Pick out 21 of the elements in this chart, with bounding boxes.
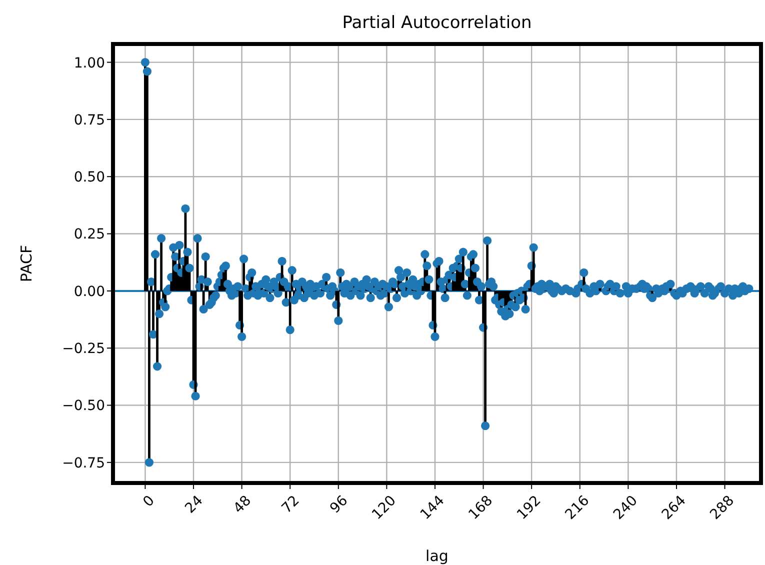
y-tick-label: −0.75 — [62, 455, 105, 472]
y-tick-label: −0.50 — [62, 398, 105, 414]
y-tick-label: 0.75 — [74, 112, 105, 128]
y-tick-label: 0.00 — [74, 284, 105, 300]
x-tick-label: 48 — [230, 492, 255, 517]
x-tick-label: 168 — [466, 492, 496, 523]
y-tick-label: 0.50 — [74, 170, 105, 186]
x-tick-label: 240 — [610, 492, 641, 523]
x-tick-label: 144 — [418, 492, 448, 523]
x-tick-label: 72 — [278, 492, 303, 517]
y-tick-label: 1.00 — [74, 55, 105, 72]
y-axis-title: PACF — [17, 244, 36, 282]
x-tick-label: 0 — [140, 492, 158, 510]
x-tick-label: 192 — [514, 492, 544, 523]
x-tick-label: 120 — [369, 492, 400, 523]
chart-title: Partial Autocorrelation — [341, 12, 533, 35]
y-tick-label: −0.25 — [62, 341, 105, 358]
y-tick-label: 0.25 — [74, 226, 105, 243]
x-axis-title: lag — [426, 547, 448, 565]
x-tick-label: 96 — [327, 492, 352, 517]
x-tick-label: 24 — [182, 492, 206, 517]
